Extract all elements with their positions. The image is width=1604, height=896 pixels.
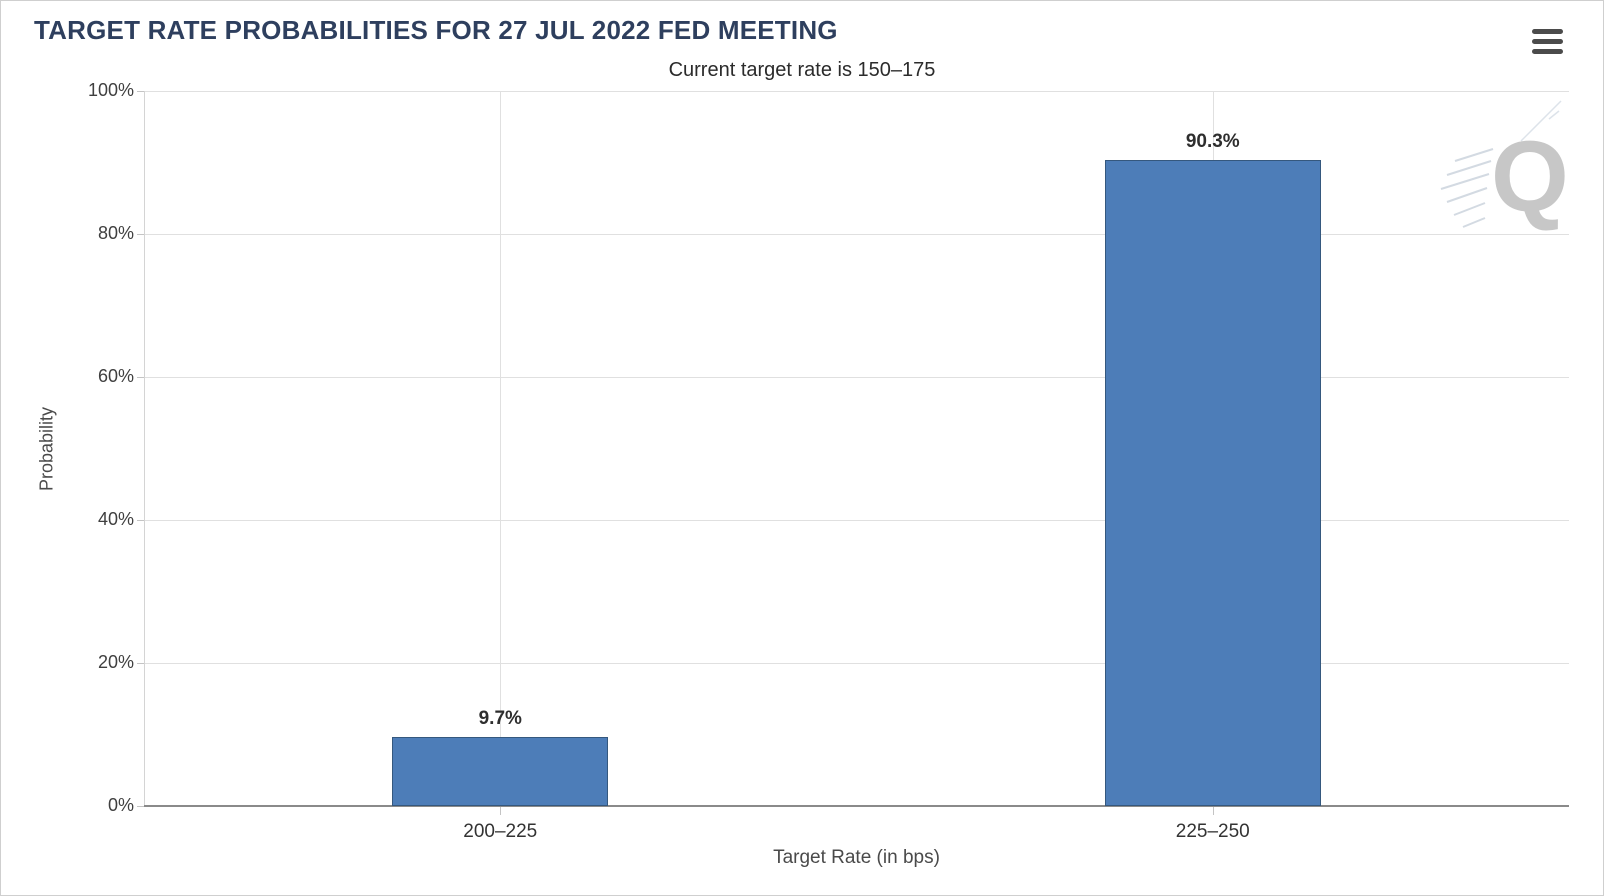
y-tick-label-0: 0%: [107, 795, 134, 815]
x-axis-tick-0: [500, 807, 502, 815]
hamburger-menu-icon: [1532, 49, 1563, 54]
gridline-v-category-0: [500, 91, 502, 806]
x-axis-title: Target Rate (in bps): [773, 847, 940, 868]
gridline-h-60: [144, 376, 1569, 378]
y-tick-label-100: 100%: [87, 80, 134, 100]
q-logo-watermark: Q: [1440, 100, 1569, 233]
y-tick-label-20: 20%: [97, 652, 134, 672]
x-axis-line: [144, 805, 1569, 807]
chart-context-menu-button[interactable]: [1532, 29, 1564, 54]
gridline-h-80: [144, 233, 1569, 235]
y-axis-line: [144, 91, 145, 806]
gridline-h-40: [144, 519, 1569, 521]
gridline-h-20: [144, 662, 1569, 664]
gridline-h-100: [144, 90, 1569, 92]
y-tick-label-80: 80%: [97, 223, 134, 243]
watermark-letter: Q: [1491, 121, 1569, 233]
chart-title: TARGET RATE PROBABILITIES FOR 27 JUL 202…: [34, 15, 838, 45]
y-axis-tick-40: [137, 520, 144, 521]
bar-200–225[interactable]: [392, 736, 609, 806]
x-axis-tick-1: [1212, 807, 1214, 815]
y-axis-tick-0: [137, 806, 144, 807]
y-tick-label-40: 40%: [97, 509, 134, 529]
bar-225–250[interactable]: [1104, 160, 1321, 806]
chart-subtitle: Current target rate is 150–175: [668, 59, 936, 81]
hamburger-menu-icon: [1532, 39, 1563, 44]
y-axis-tick-60: [137, 377, 144, 378]
bar-value-label-1: 90.3%: [1185, 131, 1240, 153]
y-axis-tick-20: [137, 663, 144, 664]
y-axis-tick-100: [137, 91, 144, 92]
hamburger-menu-icon: [1532, 29, 1563, 34]
y-axis-title: Probability: [36, 406, 57, 492]
bar-value-label-0: 9.7%: [478, 707, 522, 729]
y-axis-tick-80: [137, 234, 144, 235]
x-tick-label-1: 225–250: [1175, 821, 1250, 842]
x-tick-label-0: 200–225: [463, 821, 538, 842]
y-tick-label-60: 60%: [97, 366, 134, 386]
